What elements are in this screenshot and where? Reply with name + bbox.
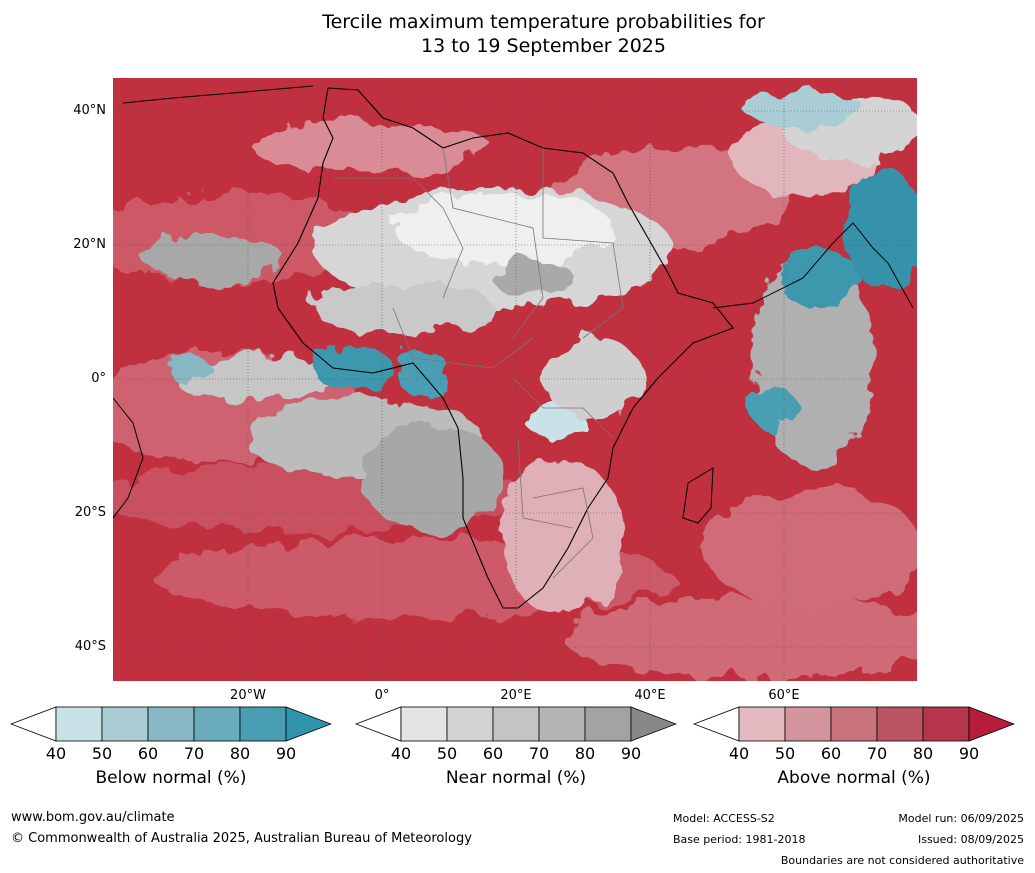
lon-label-20w: 20°W	[230, 688, 266, 703]
lat-label-20s: 20°S	[74, 505, 106, 520]
colorbar-near-segment	[492, 706, 540, 742]
colorbar-below-upper-extend	[285, 706, 332, 742]
colorbar-near-segment	[400, 706, 448, 742]
colorbar-above-normal	[693, 706, 1015, 742]
colorbar-above-segment	[922, 706, 970, 742]
website-link[interactable]: www.bom.gov.au/climate	[11, 810, 175, 825]
lat-label-40n: 40°N	[73, 103, 106, 118]
title-line-2: 13 to 19 September 2025	[421, 35, 666, 57]
model-run-text: Model run: 06/09/2025	[898, 812, 1024, 825]
colorbar-below-normal	[10, 706, 332, 742]
colorbar-below-tick: 70	[183, 744, 205, 763]
lat-label-0: 0°	[91, 371, 106, 386]
colorbar-below-tick: 50	[91, 744, 113, 763]
colorbar-above-tick: 50	[774, 744, 796, 763]
colorbar-below-segment	[239, 706, 287, 742]
colorbar-near-normal	[355, 706, 677, 742]
colorbar-above-tick: 70	[866, 744, 888, 763]
colorbar-near-tick: 70	[528, 744, 550, 763]
colorbar-above-segment	[784, 706, 832, 742]
colorbar-near-tick: 60	[482, 744, 504, 763]
legend-title-below: Below normal (%)	[95, 768, 247, 788]
colorbar-above-lower-extend	[693, 706, 740, 742]
colorbar-above-segment	[876, 706, 924, 742]
disclaimer-text: Boundaries are not considered authoritat…	[780, 854, 1024, 867]
lon-label-0: 0°	[374, 688, 390, 703]
colorbar-near-tick: 90	[620, 744, 642, 763]
colorbar-above-upper-extend	[968, 706, 1015, 742]
map-title: Tercile maximum temperature probabilitie…	[0, 10, 1035, 58]
legend-title-near: Near normal (%)	[445, 768, 587, 788]
lon-label-60e: 60°E	[768, 688, 800, 703]
lon-label-20e: 20°E	[500, 688, 532, 703]
model-text: Model: ACCESS-S2	[673, 812, 775, 825]
graticule	[113, 78, 917, 681]
colorbar-below-segment	[147, 706, 195, 742]
colorbar-near-segment	[538, 706, 586, 742]
colorbar-above-tick: 80	[912, 744, 934, 763]
lat-label-20n: 20°N	[73, 237, 106, 252]
colorbar-below-tick: 80	[229, 744, 251, 763]
colorbar-above-tick: 40	[728, 744, 750, 763]
colorbar-near-tick: 80	[574, 744, 596, 763]
colorbar-near-lower-extend	[355, 706, 402, 742]
colorbar-above-tick: 90	[958, 744, 980, 763]
colorbar-below-tick: 60	[137, 744, 159, 763]
base-period-text: Base period: 1981-2018	[673, 833, 806, 846]
country-borders	[333, 147, 624, 579]
title-line-1: Tercile maximum temperature probabilitie…	[322, 11, 765, 33]
issued-text: Issued: 08/09/2025	[917, 833, 1024, 846]
colorbar-below-segment	[193, 706, 241, 742]
colorbar-below-lower-extend	[10, 706, 57, 742]
lon-label-40e: 40°E	[634, 688, 666, 703]
colorbar-below-tick: 90	[275, 744, 297, 763]
copyright-text: © Commonwealth of Australia 2025, Austra…	[11, 831, 472, 846]
colorbar-below-tick: 40	[45, 744, 67, 763]
colorbar-near-tick: 50	[436, 744, 458, 763]
colorbar-above-segment	[738, 706, 786, 742]
legend-title-above: Above normal (%)	[777, 768, 931, 788]
colorbar-near-upper-extend	[630, 706, 677, 742]
colorbar-below-segment	[101, 706, 149, 742]
colorbar-below-segment	[55, 706, 103, 742]
lat-label-40s: 40°S	[74, 639, 106, 654]
colorbar-above-tick: 60	[820, 744, 842, 763]
colorbar-near-segment	[446, 706, 494, 742]
map-svg	[113, 78, 917, 681]
colorbar-above-segment	[830, 706, 878, 742]
probability-map	[113, 78, 917, 681]
colorbar-near-tick: 40	[390, 744, 412, 763]
colorbar-near-segment	[584, 706, 632, 742]
